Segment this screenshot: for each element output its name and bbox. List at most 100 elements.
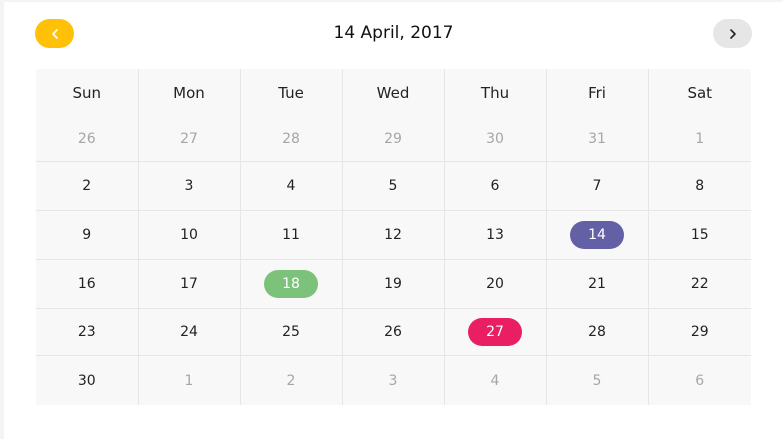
calendar-day-outside-month[interactable]: 6 — [648, 355, 751, 405]
day-number: 12 — [384, 227, 402, 243]
week-row: 16 17 18 19 20 21 22 — [36, 259, 751, 309]
calendar-day-outside-month[interactable]: 31 — [546, 117, 649, 162]
day-number: 25 — [282, 324, 300, 340]
day-number: 22 — [690, 276, 709, 292]
day-number: 16 — [77, 276, 96, 292]
calendar-day-highlighted[interactable]: 27 — [444, 308, 547, 356]
calendar-day[interactable]: 22 — [648, 259, 751, 309]
calendar-grid: Sun Mon Tue Wed Thu Fri Sat 26 27 28 29 30 31… — [36, 69, 751, 405]
day-number: 9 — [82, 227, 92, 243]
calendar-day[interactable]: 17 — [138, 259, 241, 309]
day-number: 15 — [690, 227, 709, 243]
next-month-button[interactable] — [713, 19, 752, 48]
day-number: 8 — [695, 178, 705, 194]
day-number: 18 — [264, 270, 318, 298]
calendar-day-outside-month[interactable]: 30 — [444, 117, 547, 162]
calendar-day-outside-month[interactable]: 2 — [240, 355, 343, 405]
day-number: 30 — [486, 131, 504, 147]
weekday-header-row: Sun Mon Tue Wed Thu Fri Sat — [36, 69, 751, 117]
calendar-day-outside-month[interactable]: 26 — [36, 117, 139, 162]
day-number: 6 — [695, 372, 705, 389]
day-number: 10 — [180, 227, 198, 243]
calendar-day-outside-month[interactable]: 29 — [342, 117, 445, 162]
day-number: 20 — [486, 276, 504, 292]
day-number: 1 — [695, 131, 705, 147]
calendar-day[interactable]: 24 — [138, 308, 241, 356]
week-row: 30 1 2 3 4 5 6 — [36, 355, 751, 405]
week-row: 26 27 28 29 30 31 1 — [36, 117, 751, 162]
calendar-day[interactable]: 29 — [648, 308, 751, 356]
calendar-day-highlighted[interactable]: 18 — [240, 259, 343, 309]
weekday-header: Wed — [342, 69, 445, 117]
calendar-day[interactable]: 13 — [444, 210, 547, 260]
day-number: 21 — [588, 276, 606, 292]
previous-month-button[interactable] — [35, 19, 74, 48]
day-number: 23 — [77, 324, 96, 340]
calendar-day-outside-month[interactable]: 4 — [444, 355, 547, 405]
calendar-day[interactable]: 21 — [546, 259, 649, 309]
calendar-day[interactable]: 15 — [648, 210, 751, 260]
calendar-day[interactable]: 19 — [342, 259, 445, 309]
calendar-day-outside-month[interactable]: 3 — [342, 355, 445, 405]
day-number: 30 — [77, 372, 96, 389]
calendar-day[interactable]: 12 — [342, 210, 445, 260]
day-number: 13 — [486, 227, 504, 243]
day-number: 11 — [282, 227, 300, 243]
day-number: 17 — [180, 276, 198, 292]
day-number: 27 — [468, 318, 522, 346]
weekday-header: Mon — [138, 69, 241, 117]
calendar-day[interactable]: 2 — [36, 161, 139, 211]
weekday-header: Thu — [444, 69, 547, 117]
day-number: 29 — [384, 131, 402, 147]
calendar-day[interactable]: 25 — [240, 308, 343, 356]
day-number: 4 — [286, 178, 296, 194]
week-row: 23 24 25 26 27 28 29 — [36, 308, 751, 356]
calendar-title: 14 April, 2017 — [333, 23, 454, 43]
calendar-day[interactable]: 11 — [240, 210, 343, 260]
calendar-day-outside-month[interactable]: 1 — [138, 355, 241, 405]
day-number: 28 — [282, 131, 300, 147]
day-number: 6 — [490, 178, 500, 194]
day-number: 5 — [388, 178, 398, 194]
calendar-day-outside-month[interactable]: 27 — [138, 117, 241, 162]
calendar-day-highlighted[interactable]: 14 — [546, 210, 649, 260]
day-number: 29 — [690, 324, 709, 340]
calendar-day[interactable]: 10 — [138, 210, 241, 260]
calendar-day[interactable]: 23 — [36, 308, 139, 356]
calendar-day[interactable]: 6 — [444, 161, 547, 211]
weekday-header: Fri — [546, 69, 649, 117]
calendar-day[interactable]: 28 — [546, 308, 649, 356]
calendar-day[interactable]: 4 — [240, 161, 343, 211]
day-number: 27 — [180, 131, 198, 147]
day-number: 7 — [592, 178, 602, 194]
calendar-day-outside-month[interactable]: 5 — [546, 355, 649, 405]
day-number: 3 — [388, 372, 398, 389]
calendar-day[interactable]: 9 — [36, 210, 139, 260]
weekday-header: Sat — [648, 69, 751, 117]
calendar-day[interactable]: 5 — [342, 161, 445, 211]
calendar-day[interactable]: 3 — [138, 161, 241, 211]
weekday-header: Tue — [240, 69, 343, 117]
day-number: 4 — [490, 372, 500, 389]
calendar-day[interactable]: 20 — [444, 259, 547, 309]
day-number: 2 — [82, 178, 92, 194]
calendar-day[interactable]: 7 — [546, 161, 649, 211]
day-number: 19 — [384, 276, 402, 292]
day-number: 31 — [588, 131, 606, 147]
calendar-day[interactable]: 8 — [648, 161, 751, 211]
week-row: 9 10 11 12 13 14 15 — [36, 210, 751, 260]
calendar-day[interactable]: 16 — [36, 259, 139, 309]
calendar-day-outside-month[interactable]: 28 — [240, 117, 343, 162]
calendar-day-outside-month[interactable]: 1 — [648, 117, 751, 162]
day-number: 26 — [384, 324, 402, 340]
chevron-left-icon — [51, 28, 58, 39]
calendar-day[interactable]: 30 — [36, 355, 139, 405]
calendar-day[interactable]: 26 — [342, 308, 445, 356]
weekday-header: Sun — [36, 69, 139, 117]
day-number: 1 — [184, 372, 194, 389]
week-row: 2 3 4 5 6 7 8 — [36, 161, 751, 211]
calendar-days: 26 27 28 29 30 31 1 2 3 4 5 6 7 8 9 10 11 12 13 14 15 16 17 18 1… — [36, 117, 751, 405]
day-number: 26 — [77, 131, 96, 147]
day-number: 24 — [180, 324, 198, 340]
chevron-right-icon — [729, 28, 736, 39]
